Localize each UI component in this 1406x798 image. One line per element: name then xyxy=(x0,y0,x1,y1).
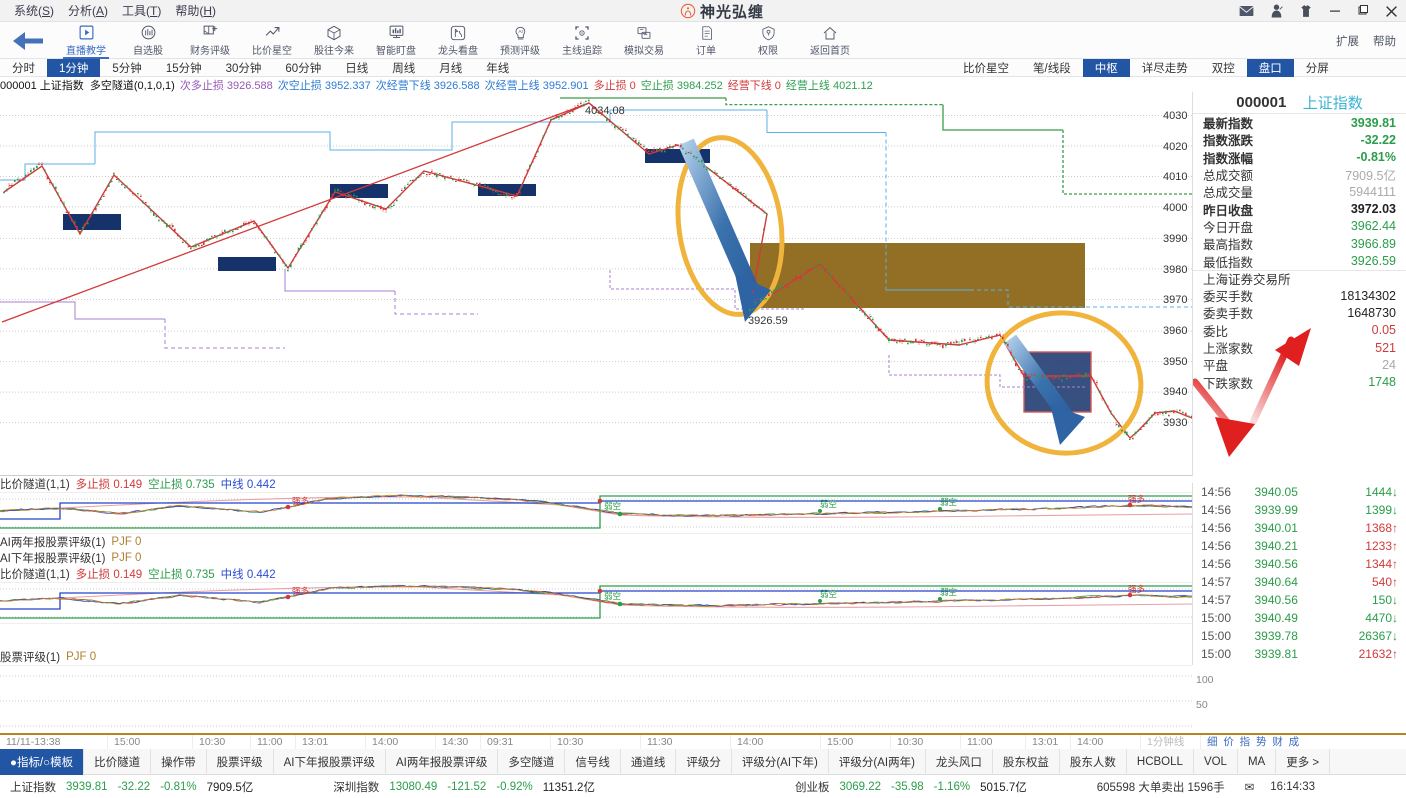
svg-text:3990: 3990 xyxy=(1163,233,1187,245)
svg-text:3980: 3980 xyxy=(1163,264,1187,276)
svg-text:4030: 4030 xyxy=(1163,110,1187,122)
svg-text:4010: 4010 xyxy=(1163,171,1187,183)
svg-text:3960: 3960 xyxy=(1163,325,1187,337)
svg-text:4034.08: 4034.08 xyxy=(585,105,625,117)
svg-text:弱空: 弱空 xyxy=(940,497,957,507)
svg-text:弱空: 弱空 xyxy=(604,501,621,511)
svg-text:强多: 强多 xyxy=(1128,584,1146,594)
svg-text:弱空: 弱空 xyxy=(940,587,957,597)
svg-text:3930: 3930 xyxy=(1163,417,1187,429)
svg-text:强多: 强多 xyxy=(1128,494,1146,504)
svg-text:弱空: 弱空 xyxy=(820,589,837,599)
svg-text:3950: 3950 xyxy=(1163,356,1187,368)
svg-text:3940: 3940 xyxy=(1163,386,1187,398)
svg-text:强多: 强多 xyxy=(292,496,310,506)
svg-text:3970: 3970 xyxy=(1163,294,1187,306)
svg-text:4020: 4020 xyxy=(1163,141,1187,153)
svg-text:弱空: 弱空 xyxy=(604,591,621,601)
svg-text:弱空: 弱空 xyxy=(820,499,837,509)
svg-text:3926.59: 3926.59 xyxy=(748,315,788,327)
svg-text:AI: AI xyxy=(518,29,522,34)
svg-text:强多: 强多 xyxy=(292,586,310,596)
svg-text:4000: 4000 xyxy=(1163,202,1187,214)
